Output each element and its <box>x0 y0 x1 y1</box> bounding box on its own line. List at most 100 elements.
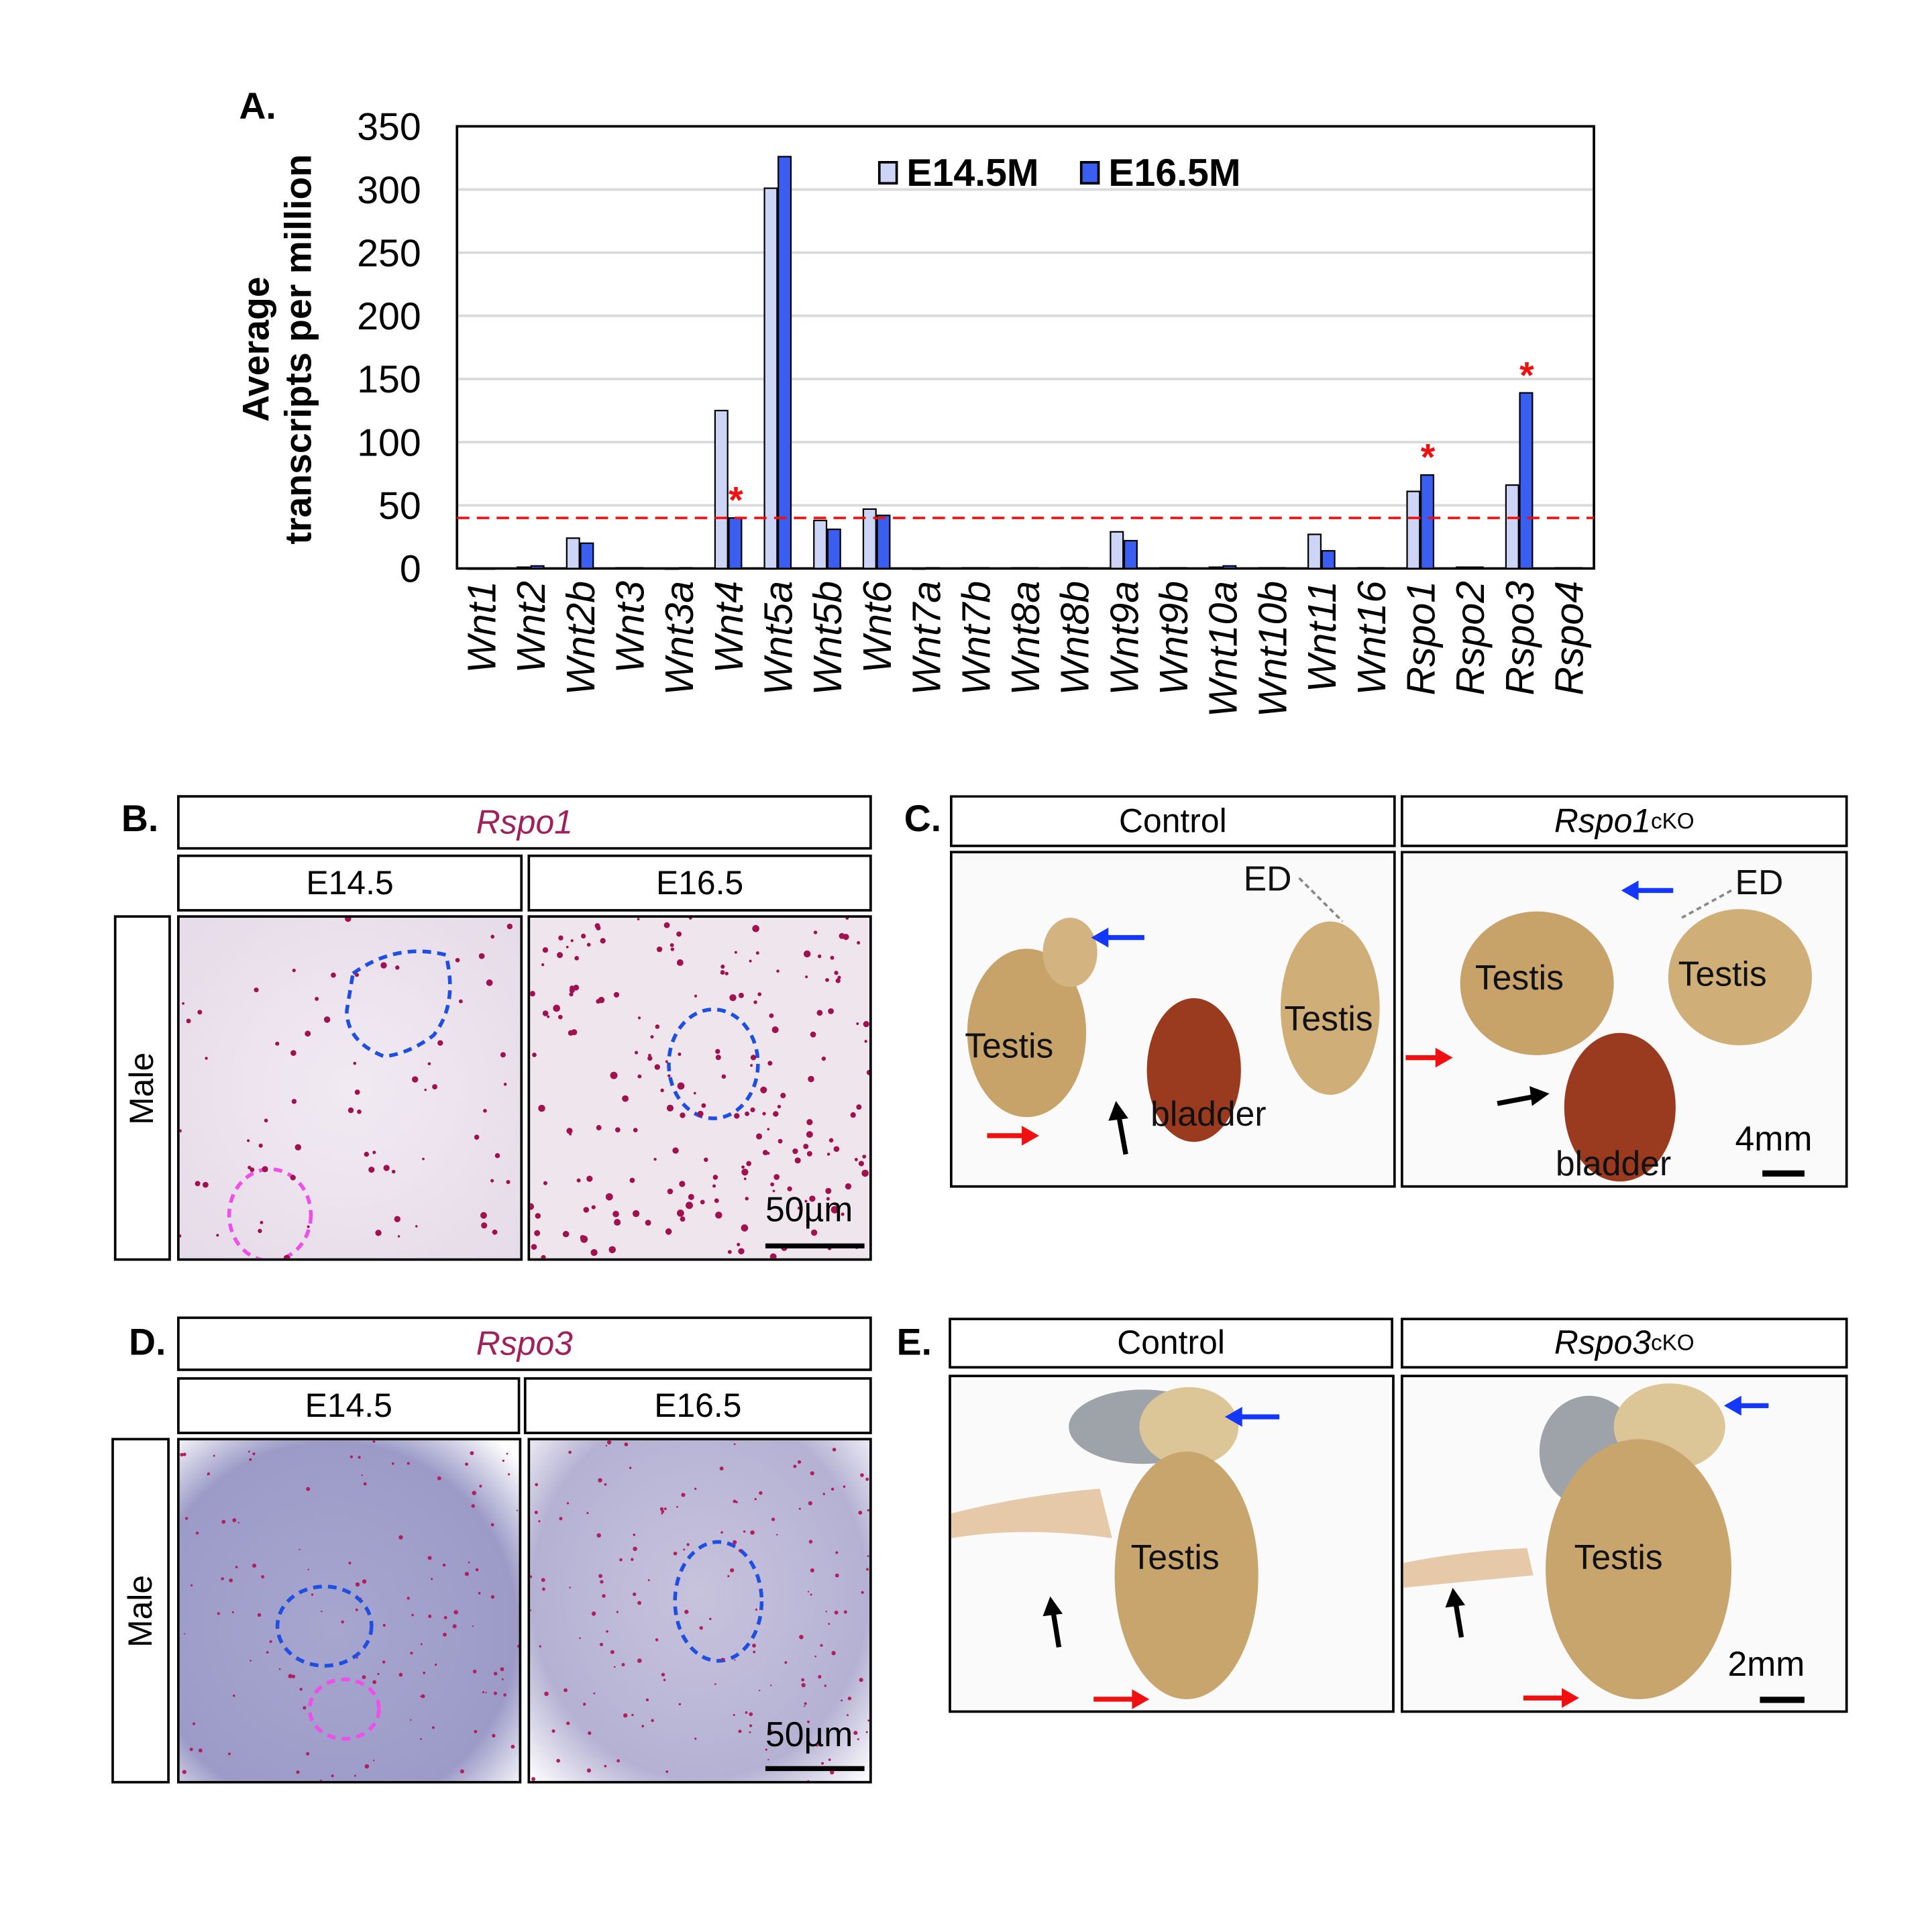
bar-E14-5M-Wnt3a <box>665 568 680 570</box>
black-arrow-icon <box>1497 1086 1550 1106</box>
duct-shape <box>951 1489 1112 1538</box>
x-tick-label: Wnt5a <box>757 581 801 696</box>
ish-signal-dot <box>771 1026 779 1034</box>
ish-signal-dot <box>468 1561 470 1564</box>
ish-signal-dot <box>292 968 296 973</box>
ish-signal-dot <box>258 1228 262 1234</box>
ish-signal-dot <box>182 1002 184 1005</box>
ish-signal-dot <box>354 1089 360 1095</box>
ish-signal-dot <box>825 977 829 982</box>
ish-signal-dot <box>853 1731 858 1735</box>
ish-signal-dot <box>582 1703 586 1706</box>
ish-signal-dot <box>830 955 835 960</box>
ish-signal-dot <box>207 1472 211 1475</box>
ish-signal-dot <box>865 1731 868 1733</box>
ish-signal-dot <box>666 1104 674 1112</box>
ish-signal-dot <box>195 1181 201 1187</box>
ish-signal-dot <box>750 1064 753 1067</box>
ish-signal-dot <box>704 1157 708 1163</box>
ish-signal-dot <box>803 950 811 958</box>
ish-signal-dot <box>357 1109 362 1114</box>
ish-signal-dot <box>311 1593 314 1596</box>
ish-signal-dot <box>604 1483 607 1486</box>
ish-signal-dot <box>633 1534 636 1536</box>
genotype: Rspo3 <box>1554 1324 1652 1361</box>
ish-signal-dot <box>637 918 640 921</box>
ish-signal-dot <box>472 1625 474 1627</box>
bar-E16-5M-Wnt4 <box>728 517 743 570</box>
ish-signal-dot <box>195 1532 199 1535</box>
ish-signal-dot <box>804 1705 806 1707</box>
ish-signal-dot <box>857 1738 859 1741</box>
row-label-male: Male <box>111 1438 170 1784</box>
ish-signal-dot <box>871 1104 872 1107</box>
ish-signal-dot <box>556 1758 560 1763</box>
bar-E16-5M-Wnt2 <box>530 565 545 570</box>
ish-signal-dot <box>752 924 759 932</box>
ish-signal-dot <box>660 1088 664 1093</box>
ish-signal-dot <box>828 1008 834 1014</box>
y-tick-label: 150 <box>357 358 421 401</box>
ish-signal-dot <box>688 1193 694 1200</box>
ish-signal-dot <box>261 1575 265 1578</box>
ish-signal-dot <box>474 1729 478 1733</box>
ish-signal-dot <box>624 1442 629 1447</box>
ish-signal-dot <box>772 1189 775 1193</box>
bar-E14-5M-Wnt6 <box>862 508 877 570</box>
ish-signal-dot <box>398 1535 403 1540</box>
ish-signal-dot <box>661 1672 665 1677</box>
ish-signal-dot <box>801 1682 806 1688</box>
ish-signal-dot <box>500 1052 506 1058</box>
ish-signal-dot <box>693 1091 696 1095</box>
ish-signal-dot <box>391 1169 396 1174</box>
ish-signal-dot <box>843 933 849 941</box>
ish-signal-dot <box>737 1242 741 1246</box>
ish-signal-dot <box>557 952 564 959</box>
ish-signal-dot <box>845 918 849 920</box>
ish-signal-dot <box>478 1592 481 1595</box>
ish-signal-dot <box>641 1725 645 1728</box>
bar-E14-5M-Wnt9a <box>1110 531 1124 570</box>
ish-signal-dot <box>672 1147 679 1154</box>
bar-E14-5M-Wnt10a <box>1208 566 1223 570</box>
label-testis: Testis <box>1678 955 1767 994</box>
scale-bar <box>765 1243 865 1248</box>
ish-signal-dot <box>250 1167 255 1173</box>
ish-signal-dot <box>871 1505 872 1508</box>
ish-signal-dot <box>596 1125 602 1131</box>
ish-signal-dot <box>562 1230 570 1238</box>
ed-pointer <box>1681 889 1732 919</box>
ish-signal-dot <box>278 1668 281 1670</box>
ish-signal-dot <box>500 1667 504 1672</box>
ish-signal-dot <box>372 1680 377 1684</box>
scale-label: 4mm <box>1735 1119 1813 1159</box>
ish-signal-dot <box>511 1744 515 1749</box>
blue-arrow-icon <box>1621 880 1674 901</box>
ish-signal-dot <box>458 999 463 1004</box>
header-rspo1-cko: Rspo1 cKO <box>1401 795 1848 847</box>
ish-signal-dot <box>790 1723 792 1725</box>
ish-signal-dot <box>776 969 780 973</box>
ish-signal-dot <box>830 1205 839 1214</box>
ish-signal-dot <box>231 1611 234 1613</box>
x-tick-label: Wnt11 <box>1300 581 1344 692</box>
x-tick-label: Rspo2 <box>1448 581 1493 696</box>
ish-signal-dot <box>596 999 601 1004</box>
ish-signal-dot <box>676 931 682 937</box>
ish-signal-dot <box>720 1658 724 1662</box>
ish-signal-dot <box>362 1675 366 1680</box>
ish-signal-dot <box>753 1650 756 1654</box>
ish-signal-dot <box>361 1474 363 1477</box>
ish-signal-dot <box>663 1507 667 1511</box>
ish-signal-dot <box>407 1462 410 1465</box>
ish-signal-dot <box>830 1487 835 1491</box>
ish-signal-dot <box>191 1584 193 1587</box>
ish-signal-dot <box>465 1462 469 1466</box>
ish-signal-dot <box>768 1729 772 1733</box>
ish-signal-dot <box>427 1556 432 1560</box>
ish-signal-dot <box>616 1759 621 1763</box>
ish-signal-dot <box>676 1210 684 1217</box>
ish-signal-dot <box>749 959 752 963</box>
ish-signal-dot <box>808 1540 813 1544</box>
label-testis: Testis <box>1284 999 1373 1038</box>
